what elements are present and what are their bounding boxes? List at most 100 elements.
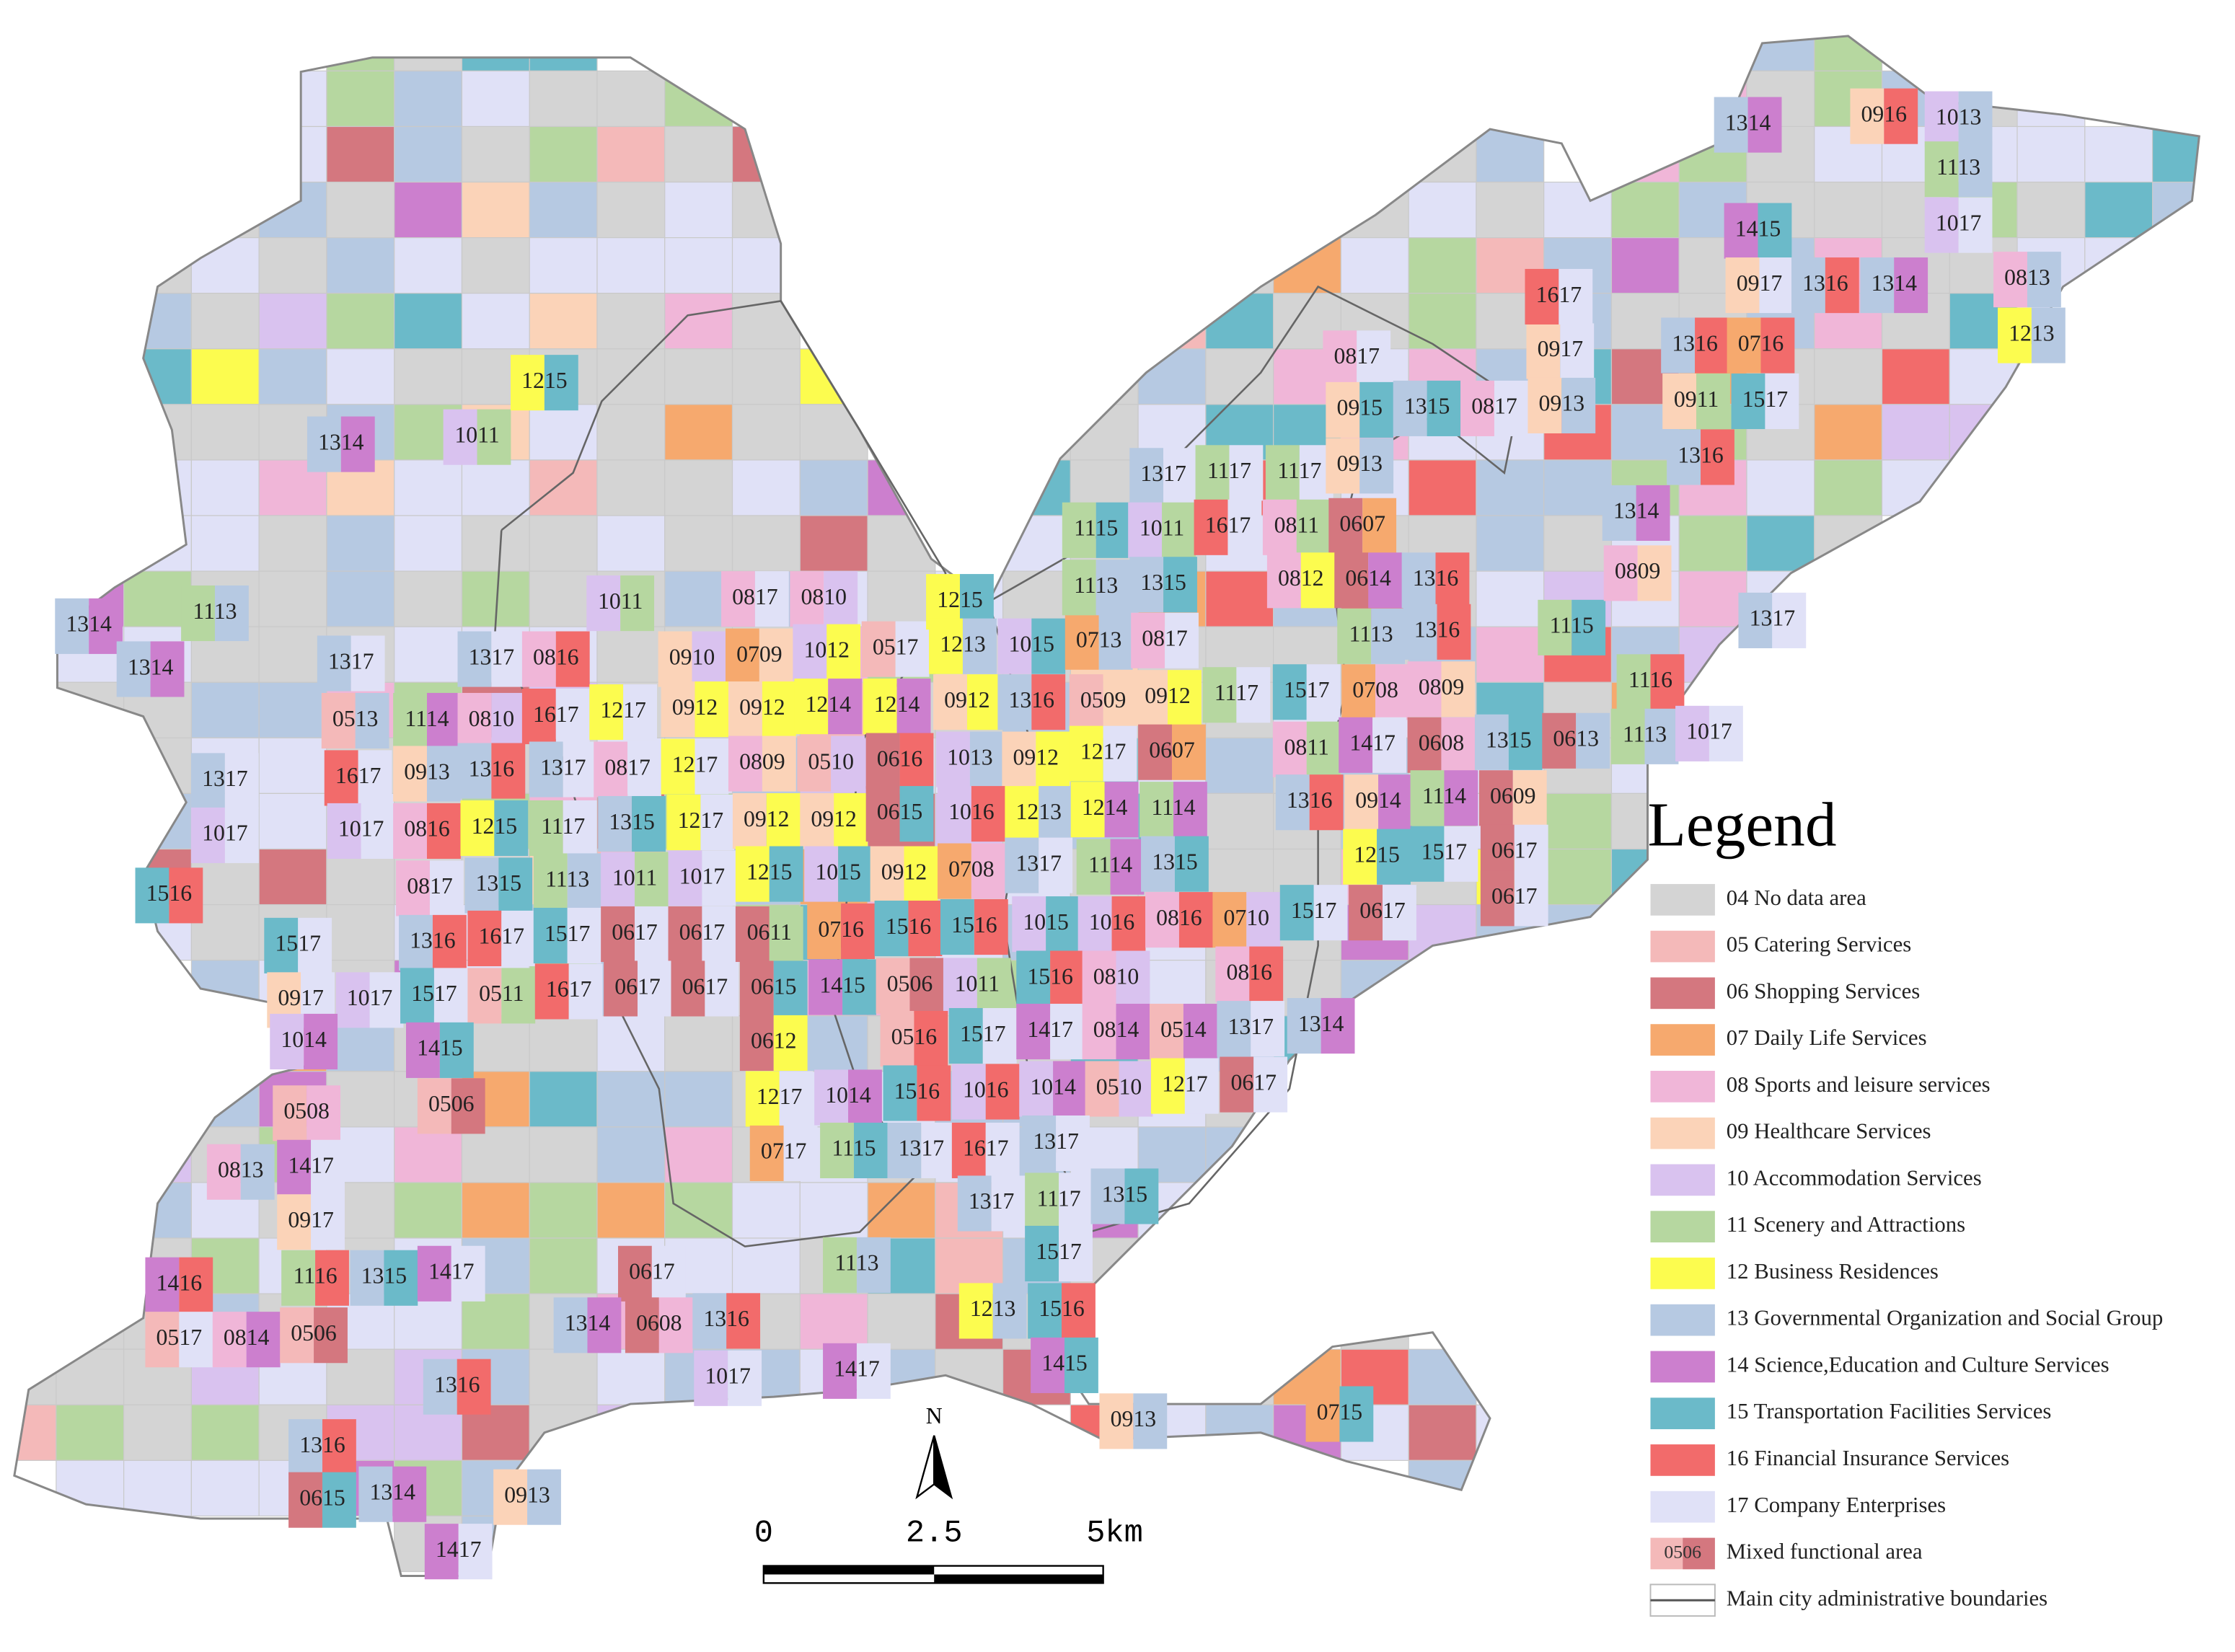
grid-cell [1543,848,1613,906]
grid-cell [1137,293,1207,350]
grid-cell [258,570,327,627]
cell-part [1082,950,1116,1007]
cell-part [1435,552,1470,609]
cell-part [1321,998,1355,1054]
grid-cell [394,70,463,128]
cell-part [966,674,1001,730]
grid-cell [123,404,192,461]
cell-part [1212,892,1247,948]
cell-part [1184,1058,1219,1114]
cell-label: 1213 [1015,799,1062,824]
cell-label: 0708 [1352,677,1398,702]
cell-part [467,968,502,1024]
cell-part [769,846,803,902]
cell-part [224,807,259,863]
cell-label: 1017 [338,816,384,842]
cell-label: 0710 [1224,905,1270,930]
legend-swatch [1650,1351,1715,1383]
cell-part [895,621,930,677]
cell-label: 1015 [1009,631,1055,656]
cell-part [1253,1056,1288,1113]
grid-cell [461,459,530,516]
cell-part [627,741,661,798]
cell-part [1229,445,1264,501]
cell-label: 1115 [1074,516,1118,541]
cell-part [790,571,824,627]
grid-cell [394,626,463,683]
cell-part [1012,896,1046,953]
cell-label: 1416 [157,1270,203,1295]
grid-cell [799,348,868,405]
cell-label: 0509 [1080,687,1127,712]
cell-part [823,1343,857,1399]
grid-cell [664,1071,733,1128]
cell-label: 0510 [808,748,854,774]
cell-part [1675,705,1709,761]
cell-part [929,618,963,674]
cell-label: 1213 [2009,320,2055,345]
cell-part [754,571,789,627]
cell-part [1025,1225,1059,1282]
cell-part [307,1085,341,1141]
cell-part [1474,714,1509,770]
cell-part [1377,829,1411,885]
grid-cell [1408,237,1477,294]
grid-cell [664,570,733,627]
cell-label: 1015 [1023,909,1069,935]
cell-part [563,741,597,798]
cell-part [1069,725,1103,782]
cell-part [1701,429,1734,485]
cell-part [224,753,259,809]
grid-cell [123,293,192,350]
cell-label: 1014 [281,1027,327,1052]
cell-label: 1617 [533,702,579,727]
cell-part [1644,708,1679,764]
cell-part [1141,836,1175,892]
cell-label: 1517 [1291,898,1337,923]
cell-part [661,681,695,738]
cell-label: 0809 [1419,674,1465,699]
cell-label: 1117 [1207,458,1251,483]
grid-cell [123,1404,192,1461]
cell-part [794,679,829,735]
grid-cell [1814,35,1883,71]
grid-cell [2016,125,2086,183]
cell-part [327,803,361,859]
cell-part [1110,839,1145,895]
cell-part [369,972,404,1028]
cell-label: 1316 [703,1306,749,1331]
cell-part [1662,373,1697,430]
cell-part [773,960,808,1017]
cell-part [943,958,977,1014]
cell-label: 0716 [818,916,864,942]
cell-part [1104,782,1139,838]
grid-cell [326,237,395,294]
cell-part [1131,612,1165,668]
cell-label: 0817 [407,873,453,898]
cell-part [322,1472,356,1528]
legend-label: 09 Healthcare Services [1727,1119,1931,1144]
cell-part [1096,560,1130,616]
cell-label: 0917 [1538,336,1584,361]
cell-part [826,624,861,680]
cell-label: 1517 [1421,839,1468,865]
grid-cell [596,293,666,350]
cell-label: 1116 [1628,667,1672,692]
cell-label: 0912 [944,687,990,712]
cell-label: 1214 [874,692,920,717]
cell-part [620,575,655,632]
cell-part [1145,892,1179,948]
legend-swatch [1650,1444,1715,1476]
north-arrow: N [915,1403,953,1500]
cell-part [1133,1393,1168,1449]
cell-part [1561,377,1596,433]
cell-label: 1317 [1015,850,1062,875]
cell-part [246,1312,281,1368]
cell-part [853,1122,888,1178]
cell-label: 1314 [1871,270,1917,296]
cell-label: 1314 [128,654,174,679]
cell-part [985,1064,1020,1120]
grid-cell [799,1015,868,1072]
cell-part [393,692,427,749]
cell-label: 0708 [948,856,995,881]
